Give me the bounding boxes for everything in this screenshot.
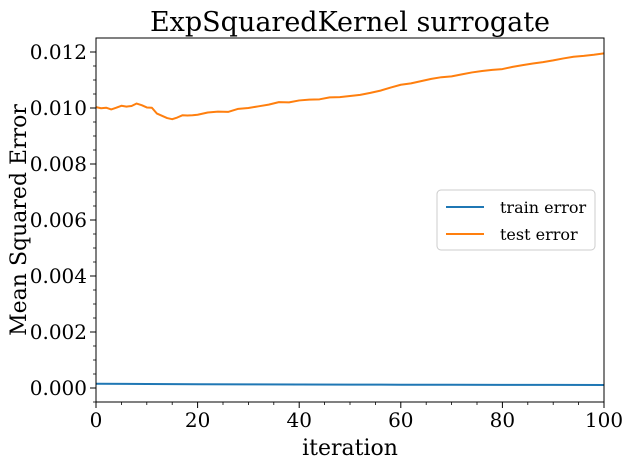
x-tick-label: 60: [388, 408, 413, 432]
legend: train error test error: [436, 189, 596, 251]
y-tick-label: 0.004: [30, 264, 87, 288]
x-tick-label: 100: [585, 408, 623, 432]
y-tick-label: 0.010: [30, 96, 87, 120]
y-tick-label: 0.002: [30, 320, 87, 344]
y-tick-label: 0.000: [30, 376, 87, 400]
y-tick-label: 0.008: [30, 152, 87, 176]
y-tick-label: 0.006: [30, 208, 87, 232]
x-tick-label: 0: [90, 408, 103, 432]
x-tick-label: 80: [490, 408, 515, 432]
legend-label-train: train error: [500, 198, 587, 217]
series-line-test-error: [96, 52, 604, 121]
legend-label-test: test error: [500, 225, 578, 244]
series-line-train-error: [96, 382, 604, 386]
y-tick-label: 0.012: [30, 40, 87, 64]
chart-title: ExpSquaredKernel surrogate: [150, 7, 550, 38]
x-tick-label: 20: [185, 408, 210, 432]
y-axis-label: Mean Squared Error: [7, 104, 32, 336]
x-tick-label: 40: [286, 408, 311, 432]
x-axis-label: iteration: [302, 436, 398, 461]
